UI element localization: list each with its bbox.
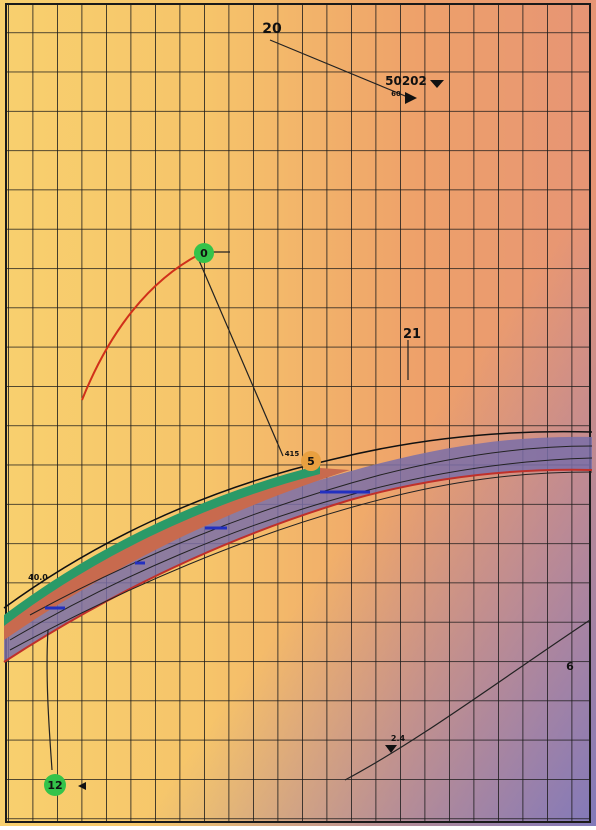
node-label: 0 xyxy=(200,247,208,260)
green-node xyxy=(194,243,214,263)
frame xyxy=(5,3,591,823)
annotations xyxy=(46,39,591,790)
node-label: 5 xyxy=(307,455,315,468)
grid xyxy=(6,4,590,822)
band xyxy=(3,430,593,663)
marker-label: 40.0 xyxy=(28,573,48,582)
bottom-node xyxy=(44,774,66,796)
marker-label: 6 xyxy=(566,660,574,673)
orange-node xyxy=(301,451,321,471)
marker-label: 50202 xyxy=(385,74,427,88)
marker-label: 20 xyxy=(262,21,282,37)
marker-label: 2.4 xyxy=(391,734,406,743)
node-label: 12 xyxy=(47,779,62,792)
marker-label: 60 xyxy=(391,90,401,98)
marker-label: 415 xyxy=(285,450,300,458)
marker-label: 21 xyxy=(403,327,421,342)
